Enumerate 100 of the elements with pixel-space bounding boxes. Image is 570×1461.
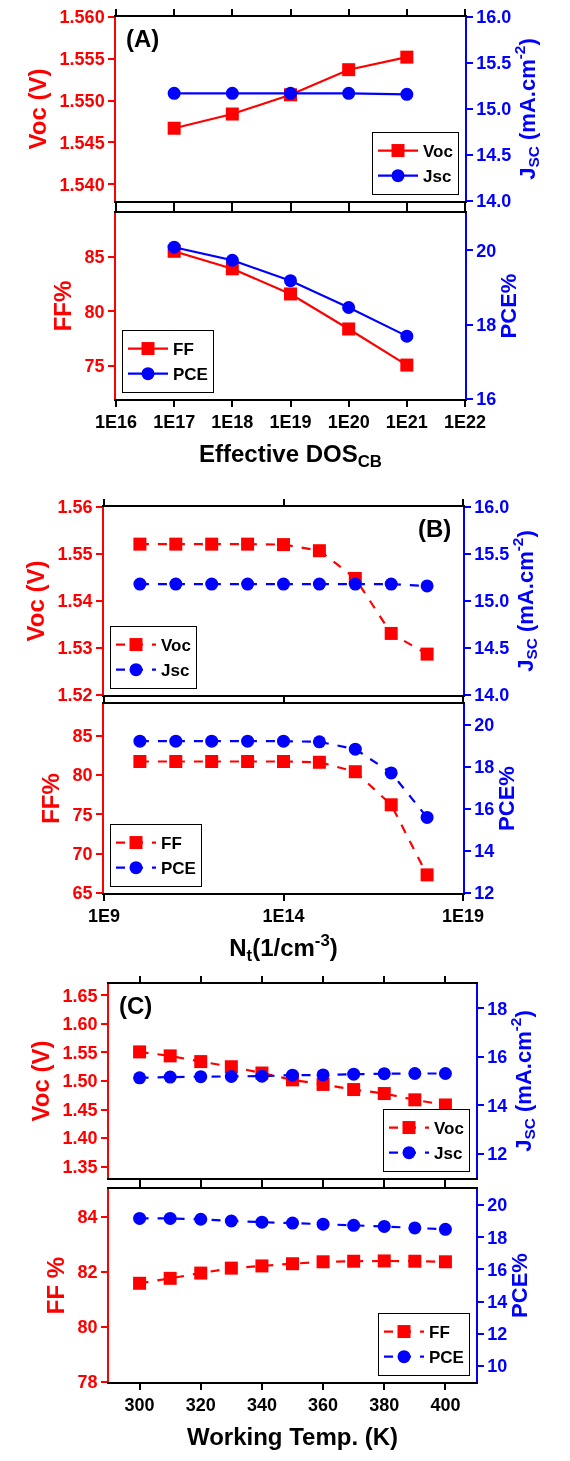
y2-tick-label: 18 <box>476 314 497 335</box>
x-tick-label: 340 <box>246 1395 277 1416</box>
legend-label: Jsc <box>434 1144 463 1164</box>
y2-tick-label: 16 <box>487 1259 508 1280</box>
x-axis-title: Effective DOS$_{CB}$ <box>199 440 382 472</box>
y-tick-label: 1.56 <box>57 497 93 518</box>
y-axis-title: FF % <box>42 1256 70 1315</box>
y2-tick-label: 10 <box>487 1356 508 1377</box>
y-axis-title: FF% <box>49 280 77 332</box>
point <box>384 766 398 780</box>
point <box>377 1087 391 1101</box>
x-tick-label: 400 <box>430 1395 461 1416</box>
legend-label: PCE <box>429 1348 464 1368</box>
y-tick-label: 1.55 <box>62 1042 98 1063</box>
y-tick-label: 85 <box>84 247 105 268</box>
point <box>241 537 255 551</box>
point <box>225 253 239 267</box>
y2-tick-label: 18 <box>487 998 508 1019</box>
y-tick-label: 1.50 <box>62 1071 98 1092</box>
annotation: (B) <box>418 515 452 542</box>
y2-tick-label: 14 <box>487 1291 508 1312</box>
point <box>194 1055 208 1069</box>
y2-tick-label: 15.5 <box>476 53 512 74</box>
y-axis-title: Voc (V) <box>24 68 52 150</box>
y2-tick-label: 14 <box>487 1095 508 1116</box>
annotation: (A) <box>126 25 160 52</box>
point <box>400 358 414 372</box>
point <box>133 1276 147 1290</box>
x-tick-label: 1E18 <box>211 412 254 433</box>
point <box>133 734 147 748</box>
legend-label: FF <box>429 1323 450 1343</box>
x-tick-label: 360 <box>308 1395 339 1416</box>
point <box>316 1217 330 1231</box>
point <box>312 755 326 769</box>
point <box>277 734 290 748</box>
y-tick-label: 1.545 <box>59 132 105 153</box>
point <box>438 1255 452 1269</box>
x-tick-label: 1E14 <box>262 906 305 927</box>
point <box>133 1211 147 1225</box>
legend-label: PCE <box>161 859 196 879</box>
y-tick-label: 1.40 <box>62 1128 98 1149</box>
point <box>163 1211 177 1225</box>
y2-tick-label: 18 <box>474 757 495 778</box>
point <box>163 1271 177 1285</box>
y-tick-label: 80 <box>72 765 93 786</box>
y2-tick-label: 20 <box>474 715 495 736</box>
point <box>167 240 181 254</box>
point <box>169 754 183 768</box>
point <box>400 50 414 64</box>
point <box>342 300 356 314</box>
point <box>377 1254 391 1268</box>
y-tick-label: 1.550 <box>59 90 105 111</box>
point <box>255 1215 269 1229</box>
y-axis-title: FF% <box>37 773 65 824</box>
point <box>384 626 398 640</box>
y-tick-label: 1.540 <box>59 174 105 195</box>
legend-label: Voc <box>434 1119 464 1139</box>
y2-axis-title: PCE% <box>494 766 520 831</box>
y-tick-label: 65 <box>72 883 93 904</box>
y-axis-title: Voc (V) <box>22 560 50 642</box>
y2-tick-label: 15.0 <box>474 591 510 612</box>
y2-tick-label: 12 <box>474 883 495 904</box>
point <box>284 287 297 301</box>
point <box>312 544 326 558</box>
y-tick-label: 78 <box>77 1372 98 1393</box>
point <box>277 538 290 552</box>
point <box>408 1221 422 1235</box>
y-tick-label: 1.60 <box>62 1014 98 1035</box>
x-tick-label: 1E20 <box>327 412 370 433</box>
point <box>205 754 219 768</box>
x-tick-label: 1E16 <box>94 412 138 433</box>
y-tick-label: 1.65 <box>62 985 98 1006</box>
y-tick-label: 80 <box>84 301 105 322</box>
y2-tick-label: 14.5 <box>476 145 512 166</box>
point <box>342 322 356 336</box>
y-tick-label: 82 <box>77 1262 98 1283</box>
y2-tick-label: 16.0 <box>474 497 510 518</box>
point <box>400 329 414 343</box>
point <box>342 63 356 77</box>
x-tick-label: 1E21 <box>385 412 428 433</box>
legend-label: Voc <box>423 142 453 162</box>
x-tick-label: 320 <box>185 1395 216 1416</box>
y-tick-label: 1.53 <box>57 638 93 659</box>
y-tick-label: 85 <box>72 725 93 746</box>
y-tick-label: 80 <box>77 1317 98 1338</box>
y-tick-label: 75 <box>84 356 105 377</box>
y2-tick-label: 20 <box>476 240 497 261</box>
y-tick-label: 84 <box>77 1206 98 1227</box>
point <box>347 1218 361 1232</box>
x-tick-label: 1E22 <box>443 412 487 433</box>
point <box>133 754 147 768</box>
point <box>241 734 255 748</box>
point <box>194 1266 208 1280</box>
point <box>255 1259 269 1273</box>
point <box>438 1222 452 1236</box>
y2-tick-label: 15.5 <box>474 544 510 565</box>
point <box>205 734 219 748</box>
y-axis-title: Voc (V) <box>27 1040 55 1122</box>
x-axis-title: N$_{t}$(1/cm$^{-3}$) <box>229 931 338 966</box>
point <box>347 1254 361 1268</box>
